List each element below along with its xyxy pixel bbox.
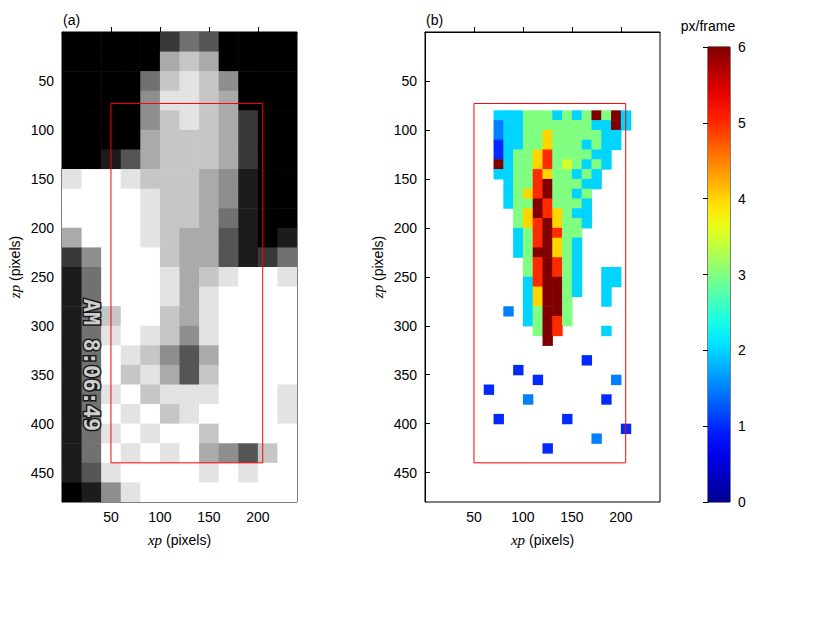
svg-text:xp: xp [510, 532, 526, 548]
svg-text:100: 100 [148, 509, 172, 525]
svg-text:200: 200 [394, 220, 418, 236]
svg-text:50: 50 [38, 73, 54, 89]
svg-text:(pixels): (pixels) [7, 236, 23, 285]
svg-text:50: 50 [103, 509, 119, 525]
svg-text:150: 150 [560, 509, 584, 525]
svg-text:150: 150 [31, 171, 55, 187]
svg-text:400: 400 [31, 416, 55, 432]
svg-text:200: 200 [31, 220, 55, 236]
svg-text:450: 450 [31, 465, 55, 481]
svg-text:1: 1 [738, 418, 746, 434]
svg-text:0: 0 [738, 494, 746, 510]
svg-text:(pixels): (pixels) [525, 532, 574, 548]
svg-text:200: 200 [246, 509, 270, 525]
svg-text:350: 350 [394, 367, 418, 383]
svg-text:250: 250 [394, 269, 418, 285]
svg-text:150: 150 [197, 509, 221, 525]
svg-text:50: 50 [466, 509, 482, 525]
svg-text:100: 100 [511, 509, 535, 525]
svg-text:400: 400 [394, 416, 418, 432]
svg-text:zp: zp [370, 284, 386, 299]
svg-text:(a): (a) [63, 12, 80, 28]
svg-text:px/frame: px/frame [681, 18, 736, 34]
svg-text:4: 4 [738, 191, 746, 207]
svg-text:100: 100 [394, 122, 418, 138]
svg-text:xp: xp [147, 532, 163, 548]
svg-text:300: 300 [394, 318, 418, 334]
svg-text:(pixels): (pixels) [370, 236, 386, 285]
svg-text:AM 8:06:49: AM 8:06:49 [79, 299, 104, 431]
svg-text:100: 100 [31, 122, 55, 138]
svg-text:200: 200 [609, 509, 633, 525]
svg-text:(pixels): (pixels) [162, 532, 211, 548]
svg-text:(b): (b) [426, 12, 443, 28]
svg-text:5: 5 [738, 115, 746, 131]
svg-text:350: 350 [31, 367, 55, 383]
svg-text:6: 6 [738, 39, 746, 55]
svg-text:300: 300 [31, 318, 55, 334]
svg-text:zp: zp [7, 284, 23, 299]
svg-text:250: 250 [31, 269, 55, 285]
svg-text:150: 150 [394, 171, 418, 187]
svg-text:450: 450 [394, 465, 418, 481]
svg-text:3: 3 [738, 267, 746, 283]
svg-text:50: 50 [401, 73, 417, 89]
svg-text:2: 2 [738, 342, 746, 358]
